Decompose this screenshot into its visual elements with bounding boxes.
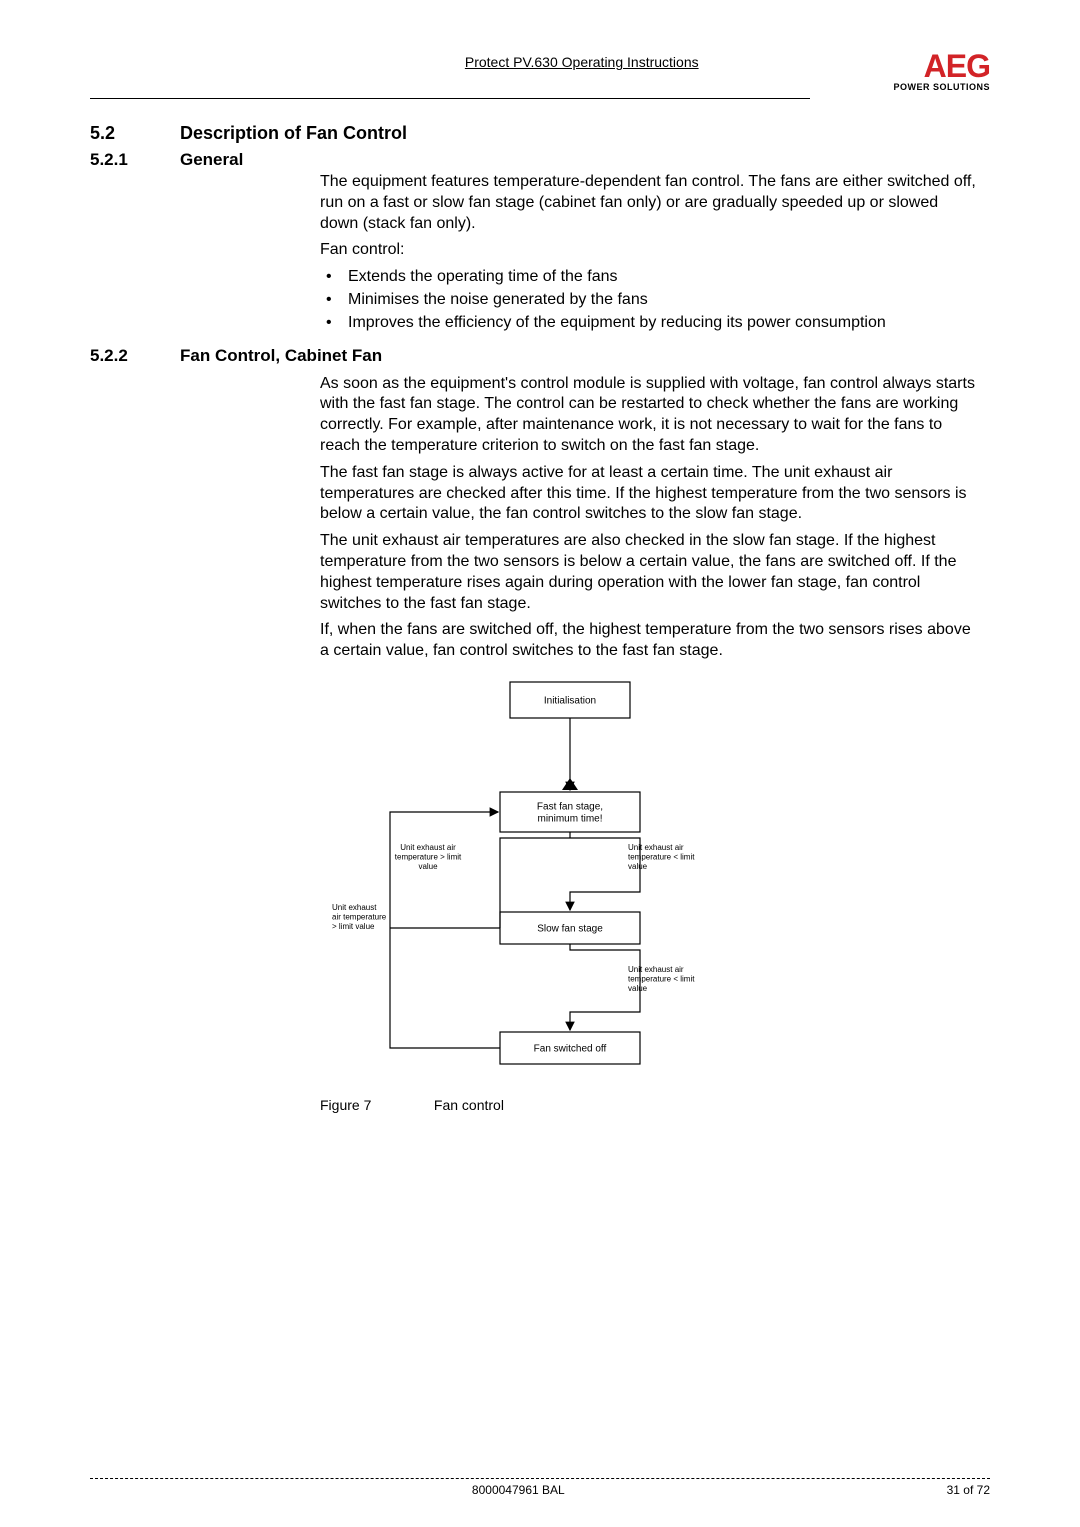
figure-label: Figure 7: [320, 1097, 430, 1113]
paragraph: The equipment features temperature-depen…: [320, 172, 980, 234]
paragraph: The unit exhaust air temperatures are al…: [320, 531, 980, 614]
svg-text:temperature < limit: temperature < limit: [628, 975, 695, 984]
svg-text:Initialisation: Initialisation: [544, 695, 596, 706]
svg-text:value: value: [418, 862, 438, 871]
list-item: Minimises the noise generated by the fan…: [320, 290, 980, 311]
paragraph: As soon as the equipment's control modul…: [320, 374, 980, 457]
svg-text:Slow fan stage: Slow fan stage: [537, 923, 603, 934]
svg-text:temperature < limit: temperature < limit: [628, 853, 695, 862]
page-footer: 8000047961 BAL 31 of 72: [90, 1478, 990, 1497]
svg-text:Unit exhaust air: Unit exhaust air: [628, 965, 684, 974]
bullet-list: Extends the operating time of the fans M…: [320, 267, 980, 333]
paragraph: The fast fan stage is always active for …: [320, 463, 980, 525]
svg-text:temperature > limit: temperature > limit: [395, 853, 462, 862]
section-number-5-2-1: 5.2.1: [90, 150, 180, 170]
footer-doc-id: 8000047961 BAL: [90, 1483, 947, 1497]
paragraph: If, when the fans are switched off, the …: [320, 620, 980, 662]
list-item: Extends the operating time of the fans: [320, 267, 980, 288]
svg-text:Unit exhaust air: Unit exhaust air: [400, 843, 456, 852]
svg-text:air temperature: air temperature: [332, 913, 387, 922]
section-number-5-2-2: 5.2.2: [90, 346, 180, 366]
list-item: Improves the efficiency of the equipment…: [320, 313, 980, 334]
logo-text: AEG: [893, 50, 990, 82]
section-title-5-2-1: General: [180, 150, 243, 170]
svg-text:value: value: [628, 862, 648, 871]
header-rule: [90, 98, 810, 99]
section-number-5-2: 5.2: [90, 123, 180, 144]
figure-text: Fan control: [434, 1097, 504, 1113]
fan-control-flowchart: Initialisation Fast fan stage,minimum tim…: [320, 672, 780, 1082]
svg-text:value: value: [628, 984, 648, 993]
svg-text:minimum time!: minimum time!: [537, 813, 602, 824]
svg-text:Fan switched off: Fan switched off: [534, 1043, 607, 1054]
footer-page-number: 31 of 72: [947, 1483, 990, 1497]
logo-subtext: POWER SOLUTIONS: [893, 82, 990, 92]
section-title-5-2-2: Fan Control, Cabinet Fan: [180, 346, 382, 366]
svg-text:Unit exhaust: Unit exhaust: [332, 903, 377, 912]
figure-caption: Figure 7 Fan control: [320, 1097, 990, 1113]
brand-logo: AEG POWER SOLUTIONS: [893, 50, 990, 92]
section-title-5-2: Description of Fan Control: [180, 123, 407, 144]
svg-text:Unit exhaust air: Unit exhaust air: [628, 843, 684, 852]
svg-text:Fast fan stage,: Fast fan stage,: [537, 801, 603, 812]
svg-text:> limit value: > limit value: [332, 922, 375, 931]
doc-header-title: Protect PV.630 Operating Instructions: [270, 50, 893, 70]
paragraph: Fan control:: [320, 240, 980, 261]
